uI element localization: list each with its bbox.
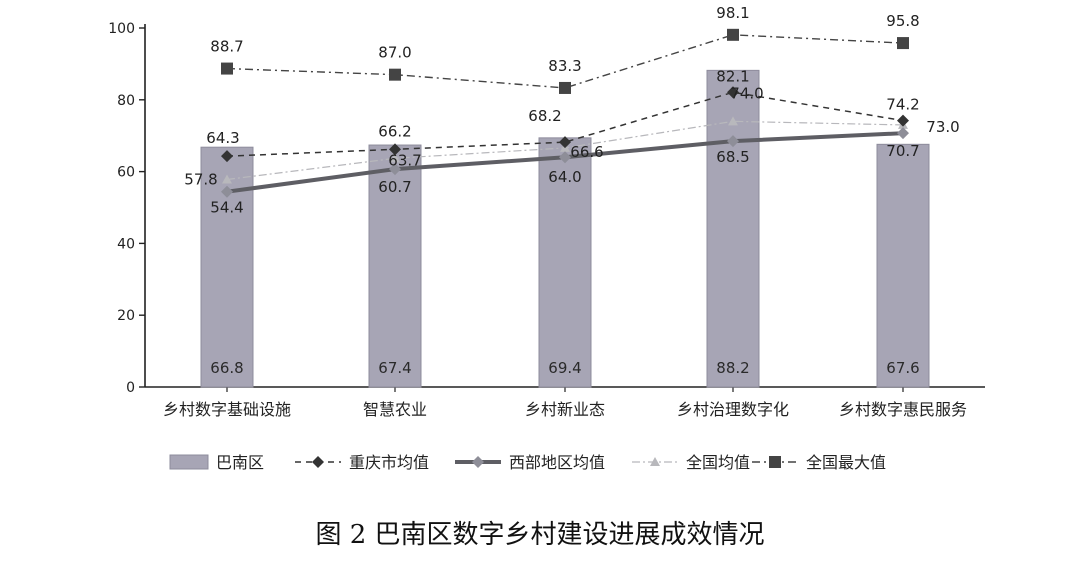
x-tick-label: 乡村数字惠民服务 <box>839 400 967 419</box>
data-point <box>727 28 739 41</box>
legend-item: 重庆市均值 <box>295 453 429 472</box>
bar <box>538 137 592 388</box>
legend-item: 西部地区均值 <box>455 453 605 472</box>
legend-label: 西部地区均值 <box>509 453 605 472</box>
data-point <box>897 114 909 127</box>
data-point <box>221 150 233 163</box>
line-data-label: 68.2 <box>528 107 561 125</box>
bar-data-label: 67.6 <box>886 359 919 377</box>
data-point <box>389 143 401 156</box>
data-point <box>221 62 233 75</box>
line-data-label: 95.8 <box>886 12 919 30</box>
legend-marker <box>769 456 781 468</box>
legend-label: 全国最大值 <box>806 453 886 472</box>
chart-axes: 0 20 40 60 80 100 乡村数字基础设施 智慧农业 乡村新业态 乡村治理数字化 乡村数字… <box>108 21 985 419</box>
data-point <box>559 151 571 164</box>
line-data-label: 68.5 <box>716 148 749 166</box>
y-tick-label: 100 <box>108 21 135 37</box>
data-point <box>727 135 739 148</box>
data-point <box>559 81 571 94</box>
legend-label: 巴南区 <box>216 453 264 472</box>
y-tick-label: 0 <box>126 380 135 396</box>
bar-data-label: 66.8 <box>210 359 243 377</box>
line-data-label: 74.0 <box>730 84 763 102</box>
line-data-label: 83.3 <box>548 57 581 75</box>
bar-data-label: 88.2 <box>716 359 749 377</box>
y-tick-label: 80 <box>117 93 135 109</box>
chart-svg: 0 20 40 60 80 100 乡村数字基础设施 智慧农业 乡村新业态 乡村治理数字化 乡村数字… <box>108 4 985 472</box>
line-data-label: 63.7 <box>388 151 421 169</box>
legend-label: 全国均值 <box>686 453 750 472</box>
line-data-label: 87.0 <box>378 44 411 62</box>
line-data-label: 64.3 <box>206 129 239 147</box>
x-tick-label: 乡村治理数字化 <box>677 400 789 419</box>
series-line <box>226 34 904 89</box>
y-tick-label: 40 <box>117 236 135 252</box>
legend-item: 全国均值 <box>632 453 750 472</box>
line-data-label: 88.7 <box>210 38 243 56</box>
line-data-label: 98.1 <box>716 4 749 22</box>
bar-data-label: 67.4 <box>378 359 411 377</box>
line-data-label: 74.2 <box>886 96 919 114</box>
bar-data-label: 69.4 <box>548 359 581 377</box>
series-line <box>226 91 904 157</box>
legend-marker <box>650 457 660 466</box>
data-point <box>728 116 738 126</box>
x-tick-label: 智慧农业 <box>363 400 427 419</box>
legend-label: 重庆市均值 <box>349 453 429 472</box>
bar-series <box>200 69 930 388</box>
data-point <box>390 153 400 163</box>
bar <box>876 143 930 388</box>
data-point <box>222 174 232 184</box>
line-data-label: 54.4 <box>210 199 243 217</box>
legend-item: 全国最大值 <box>752 453 886 472</box>
figure-caption: 图 2 巴南区数字乡村建设进展成效情况 <box>315 520 765 550</box>
line-data-label: 73.0 <box>926 118 959 136</box>
data-point <box>897 37 909 50</box>
line-series <box>221 28 909 198</box>
data-point <box>389 68 401 81</box>
data-labels: 66.8 67.4 69.4 88.2 67.6 64.3 66.2 68.2 82.1 74.2… <box>184 4 959 377</box>
line-data-label: 57.8 <box>184 170 217 188</box>
bar <box>368 144 422 388</box>
line-data-label: 60.7 <box>378 178 411 196</box>
line-data-label: 64.0 <box>548 168 581 186</box>
y-tick-label: 20 <box>117 308 135 324</box>
data-point <box>389 163 401 176</box>
line-data-label: 66.6 <box>570 143 603 161</box>
data-point <box>727 86 739 99</box>
line-data-label: 66.2 <box>378 122 411 140</box>
bar <box>706 69 760 388</box>
line-data-label: 70.7 <box>886 142 919 160</box>
chart-legend: 巴南区 重庆市均值 西部地区均值 全国均值 全国最大值 <box>169 453 886 472</box>
x-tick-label: 乡村新业态 <box>525 400 605 419</box>
line-data-label: 82.1 <box>716 67 749 85</box>
legend-item: 巴南区 <box>169 453 264 472</box>
legend-marker <box>472 456 484 468</box>
data-point <box>559 136 571 149</box>
y-tick-label: 60 <box>117 165 135 181</box>
x-tick-label: 乡村数字基础设施 <box>163 400 291 419</box>
data-point <box>221 185 233 198</box>
data-point <box>897 127 909 140</box>
legend-swatch <box>169 454 209 470</box>
legend-marker <box>312 456 324 468</box>
